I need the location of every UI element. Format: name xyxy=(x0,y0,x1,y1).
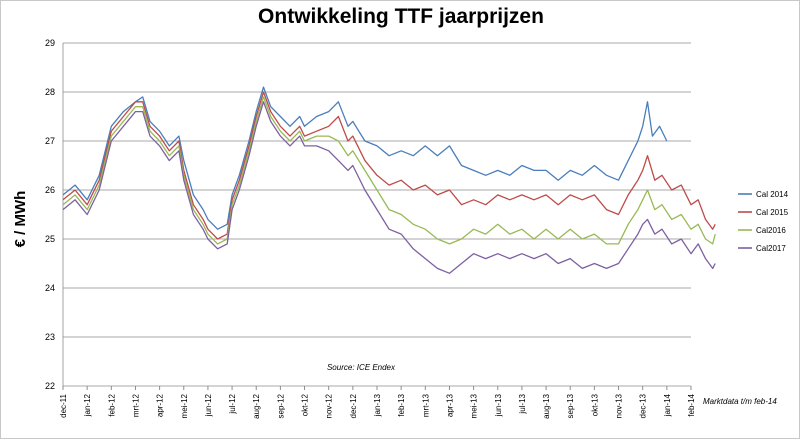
x-tick-label: aug-12 xyxy=(252,393,261,418)
x-tick-label: dec-11 xyxy=(59,393,68,417)
x-tick-label: jul-12 xyxy=(228,393,237,414)
x-tick-label: feb-12 xyxy=(107,393,116,416)
x-tick-label: jan-13 xyxy=(373,393,382,417)
x-tick-label: feb-14 xyxy=(687,393,696,416)
x-tick-label: jul-13 xyxy=(518,393,527,414)
series-line-cal2017 xyxy=(62,101,716,274)
legend-label: Cal2017 xyxy=(756,244,786,253)
x-tick-label: apr-13 xyxy=(445,393,454,417)
footnote: Marktdata t/m feb-14 xyxy=(703,397,777,406)
legend-label: Cal 2015 xyxy=(756,208,789,217)
y-tick-label: 23 xyxy=(45,332,55,342)
x-tick-label: sep-13 xyxy=(566,393,575,418)
y-tick-label: 22 xyxy=(45,381,55,391)
x-tick-label: okt-12 xyxy=(301,393,310,416)
x-tick-label: dec-12 xyxy=(349,393,358,418)
x-tick-label: jun-12 xyxy=(204,393,213,417)
x-tick-label: mrt-13 xyxy=(421,393,430,417)
x-tick-label: nov-13 xyxy=(615,393,624,418)
series-lines xyxy=(62,86,716,274)
series-line-cal-2015 xyxy=(62,91,716,240)
y-tick-label: 28 xyxy=(45,87,55,97)
y-tick-labels: 22 23 24 25 26 27 28 29 xyxy=(45,38,55,391)
legend: Cal 2014 Cal 2015 Cal2016 Cal2017 xyxy=(738,190,789,253)
series-line-cal-2014 xyxy=(62,86,668,230)
legend-label: Cal 2014 xyxy=(756,190,789,199)
x-tick-label: mrt-12 xyxy=(131,393,140,417)
x-tick-label: mei-13 xyxy=(470,393,479,418)
legend-label: Cal2016 xyxy=(756,226,786,235)
x-tick-labels: dec-11 jan-12 feb-12 mrt-12 apr-12 mei-12 jun-… xyxy=(59,386,696,419)
x-tick-label: jun-13 xyxy=(494,393,503,417)
x-tick-label: okt-13 xyxy=(590,393,599,416)
y-tick-label: 29 xyxy=(45,38,55,48)
x-tick-label: dec-13 xyxy=(639,393,648,418)
y-tick-label: 26 xyxy=(45,185,55,195)
gridlines xyxy=(62,42,691,387)
x-tick-label: jan-12 xyxy=(83,393,92,417)
y-tick-label: 25 xyxy=(45,234,55,244)
x-tick-label: jan-14 xyxy=(663,393,672,417)
x-tick-label: mei-12 xyxy=(180,393,189,418)
y-tick-label: 27 xyxy=(45,136,55,146)
series-line-cal2016 xyxy=(62,96,716,245)
x-tick-label: apr-12 xyxy=(156,393,165,417)
chart-title: Ontwikkeling TTF jaarprijzen xyxy=(258,5,544,28)
x-tick-label: aug-13 xyxy=(542,393,551,418)
x-tick-label: nov-12 xyxy=(325,393,334,418)
source-note: Source: ICE Endex xyxy=(327,363,396,372)
x-tick-label: sep-12 xyxy=(276,393,285,418)
y-axis-label: € / MWh xyxy=(12,191,29,248)
x-tick-label: feb-13 xyxy=(397,393,406,416)
y-tick-label: 24 xyxy=(45,283,55,293)
